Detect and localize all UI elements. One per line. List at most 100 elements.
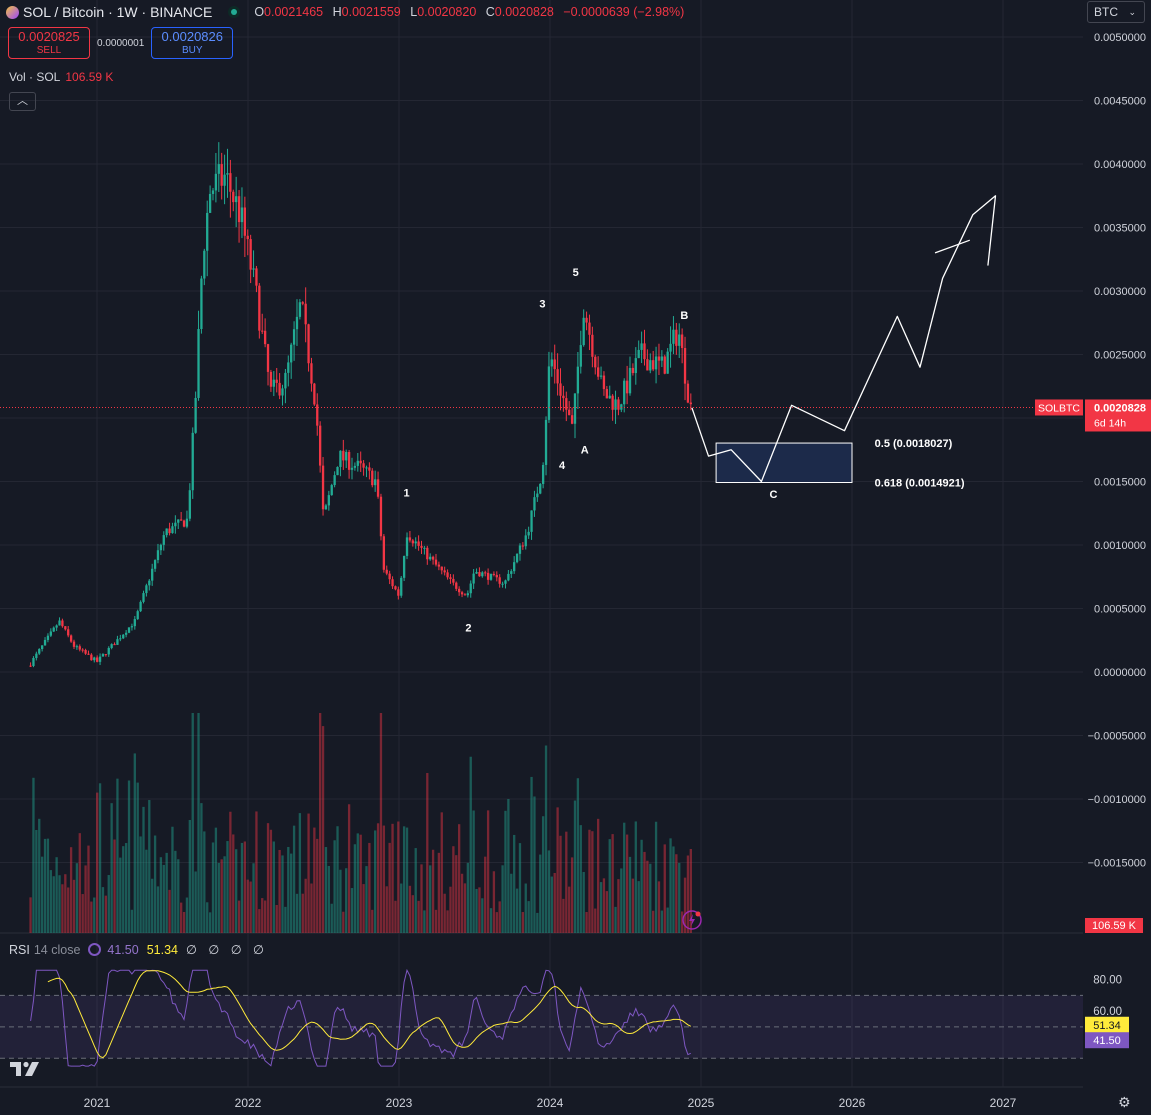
volume-bar <box>235 849 238 933</box>
volume-bar <box>330 903 333 933</box>
volume-bar <box>281 855 284 933</box>
candle-body <box>472 573 475 584</box>
volume-value-tag <box>1085 918 1143 933</box>
candle-body <box>174 522 177 527</box>
candle-body <box>385 569 388 574</box>
volume-bar <box>417 900 420 933</box>
volume-bar <box>243 841 247 933</box>
market-status-icon[interactable] <box>228 6 241 18</box>
candle-body <box>579 345 582 367</box>
candle-body <box>350 467 354 470</box>
candle-body <box>376 479 380 497</box>
candle-body <box>649 360 652 371</box>
gear-icon[interactable]: ⚙ <box>1118 1094 1131 1110</box>
volume-legend[interactable]: Vol · SOL 106.59 K <box>9 70 114 84</box>
volume-bar <box>602 878 606 933</box>
rsi-legend[interactable]: RSI 14 close 41.50 51.34 ∅ ∅ ∅ ∅ <box>9 942 268 958</box>
candle-body <box>342 450 345 461</box>
price-tick-label: 0.0025000 <box>1094 350 1146 362</box>
rsi-ma-tag <box>1085 1016 1129 1033</box>
tradingview-logo-icon[interactable] <box>10 1058 44 1078</box>
candle-body <box>565 398 568 410</box>
candle-body <box>35 653 38 658</box>
candle-body <box>475 572 478 574</box>
volume-bar <box>576 778 580 933</box>
spread-value: 0.0000001 <box>97 37 145 49</box>
volume-bar <box>116 778 119 933</box>
volume-bar <box>324 847 328 933</box>
candle-body <box>675 329 678 346</box>
volume-bar <box>327 865 330 933</box>
candle-body <box>672 329 675 344</box>
volume-bar <box>449 886 452 933</box>
volume-bar <box>599 882 603 933</box>
volume-bar <box>295 893 299 933</box>
candle-body <box>562 395 565 399</box>
candle-body <box>266 344 270 372</box>
candle-body <box>507 573 510 581</box>
candle-body <box>40 645 44 650</box>
volume-bar <box>585 911 588 933</box>
volume-bar <box>127 780 131 933</box>
wave-label: 5 <box>573 267 579 279</box>
volume-bar <box>122 846 125 933</box>
volume-bars <box>29 713 692 933</box>
symbol-title[interactable]: SOL / Bitcoin · 1W · BINANCE <box>23 4 213 20</box>
candle-body <box>272 379 275 387</box>
candle-body <box>185 518 189 527</box>
buy-button[interactable]: 0.0020826 BUY <box>151 27 234 59</box>
symbol-label: SOLBTC <box>1038 402 1080 414</box>
volume-bar <box>200 803 203 933</box>
candle-body <box>258 285 261 331</box>
indicator-visibility-icon[interactable] <box>88 943 102 956</box>
candle-body <box>347 452 351 470</box>
volume-bar <box>185 897 189 933</box>
candle-body <box>660 356 664 361</box>
volume-bar <box>336 826 339 933</box>
volume-bar <box>246 879 249 933</box>
sell-button[interactable]: 0.0020825 SELL <box>8 27 90 59</box>
candle-body <box>290 344 293 363</box>
volume-bar <box>382 825 386 933</box>
volume-bar <box>93 897 96 933</box>
volume-bar <box>559 835 562 933</box>
candle-body <box>84 649 87 654</box>
volume-bar <box>159 857 163 933</box>
candle-body <box>46 635 50 640</box>
volume-bar <box>353 844 357 933</box>
price-tick-label: −0.0015000 <box>1088 858 1146 870</box>
candle-body <box>327 495 330 506</box>
collapse-legend-button[interactable]: ︿ <box>9 92 36 111</box>
candle-body <box>654 356 658 370</box>
candle-body <box>455 582 458 589</box>
candle-body <box>49 631 52 636</box>
rsi-ma-value: 51.34 <box>146 942 178 957</box>
volume-bar <box>104 895 108 933</box>
volume-bar <box>345 868 348 933</box>
volume-bar <box>35 829 38 933</box>
volume-bar <box>573 800 577 933</box>
volume-bar <box>72 879 76 933</box>
volume-bar <box>568 886 571 933</box>
rsi-ma-line <box>47 970 692 1059</box>
candle-body <box>628 367 632 394</box>
volume-bar <box>148 800 151 933</box>
volume-bar <box>203 831 206 933</box>
symbol-price-tag <box>1035 399 1083 416</box>
candle-body <box>43 639 47 646</box>
symbol-header[interactable]: SOL / Bitcoin · 1W · BINANCE O0.0021465 … <box>6 3 690 21</box>
currency-select[interactable]: BTC ⌄ <box>1087 1 1145 23</box>
volume-bar <box>605 891 609 933</box>
volume-bar <box>411 895 414 933</box>
candle-body <box>481 572 484 577</box>
volume-bar <box>232 834 235 933</box>
volume-bar <box>151 878 154 933</box>
volume-bar <box>110 803 113 933</box>
candle-body <box>466 593 469 596</box>
candle-body <box>544 419 548 465</box>
candle-body <box>206 212 209 251</box>
candle-body <box>585 317 588 323</box>
volume-bar <box>217 862 220 933</box>
last-price-tag <box>1085 399 1151 432</box>
